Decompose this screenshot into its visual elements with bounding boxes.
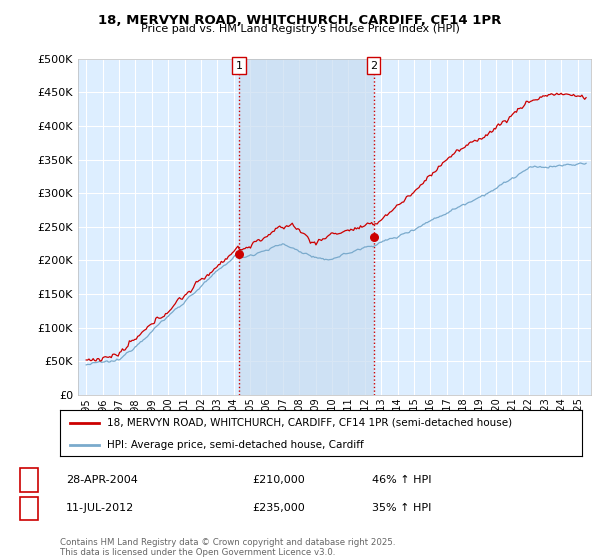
Text: 2: 2 <box>370 60 377 71</box>
Text: 18, MERVYN ROAD, WHITCHURCH, CARDIFF, CF14 1PR (semi-detached house): 18, MERVYN ROAD, WHITCHURCH, CARDIFF, CF… <box>107 418 512 428</box>
Text: 18, MERVYN ROAD, WHITCHURCH, CARDIFF, CF14 1PR: 18, MERVYN ROAD, WHITCHURCH, CARDIFF, CF… <box>98 14 502 27</box>
Point <box>369 232 379 241</box>
Text: 2: 2 <box>26 503 33 514</box>
Text: 1: 1 <box>26 475 33 485</box>
Text: 28-APR-2004: 28-APR-2004 <box>66 475 138 485</box>
Text: 35% ↑ HPI: 35% ↑ HPI <box>372 503 431 514</box>
Text: £210,000: £210,000 <box>252 475 305 485</box>
Text: Contains HM Land Registry data © Crown copyright and database right 2025.
This d: Contains HM Land Registry data © Crown c… <box>60 538 395 557</box>
Text: Price paid vs. HM Land Registry's House Price Index (HPI): Price paid vs. HM Land Registry's House … <box>140 24 460 34</box>
Text: 1: 1 <box>236 60 242 71</box>
Bar <box>239 59 374 395</box>
Text: 11-JUL-2012: 11-JUL-2012 <box>66 503 134 514</box>
Point <box>235 249 244 258</box>
Text: HPI: Average price, semi-detached house, Cardiff: HPI: Average price, semi-detached house,… <box>107 440 364 450</box>
Text: £235,000: £235,000 <box>252 503 305 514</box>
Text: 46% ↑ HPI: 46% ↑ HPI <box>372 475 431 485</box>
